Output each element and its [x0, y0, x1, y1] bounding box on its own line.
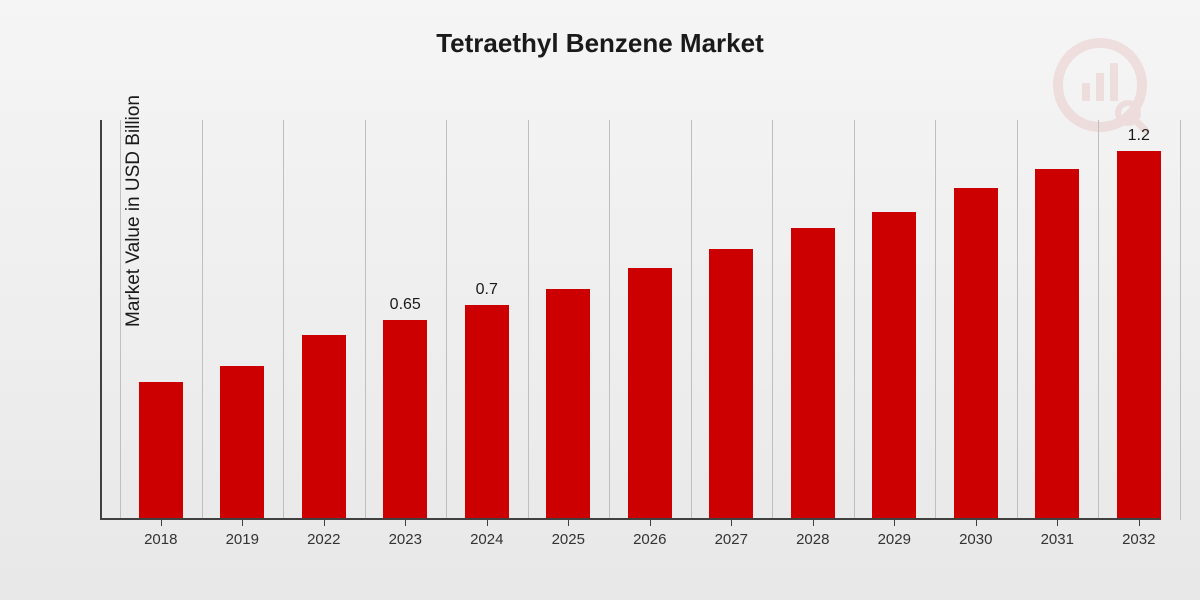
x-tick-label: 2030: [959, 531, 992, 548]
x-tick: [161, 520, 162, 526]
grid-line: [691, 120, 692, 520]
x-tick-label: 2018: [144, 531, 177, 548]
x-tick: [976, 520, 977, 526]
x-tick: [894, 520, 895, 526]
x-tick-label: 2023: [389, 531, 422, 548]
grid-line: [202, 120, 203, 520]
grid-line: [1017, 120, 1018, 520]
x-tick: [405, 520, 406, 526]
grid-line: [609, 120, 610, 520]
grid-line: [772, 120, 773, 520]
x-tick-label: 2026: [633, 531, 666, 548]
x-tick: [1139, 520, 1140, 526]
x-tick: [1057, 520, 1058, 526]
x-axis-line: [100, 518, 1160, 520]
bar: [709, 249, 753, 520]
bar: [302, 335, 346, 520]
bar: [465, 305, 509, 520]
grid-line: [120, 120, 121, 520]
grid-line: [446, 120, 447, 520]
bar: [628, 268, 672, 520]
x-tick: [813, 520, 814, 526]
grid-line: [283, 120, 284, 520]
bar: [383, 320, 427, 520]
bar: [1117, 151, 1161, 520]
bar-value-label: 0.65: [390, 296, 421, 314]
x-tick-label: 2029: [878, 531, 911, 548]
x-tick-label: 2025: [552, 531, 585, 548]
bar: [954, 188, 998, 520]
y-axis-line: [100, 120, 102, 520]
x-tick: [568, 520, 569, 526]
grid-line: [854, 120, 855, 520]
x-tick-label: 2028: [796, 531, 829, 548]
x-tick: [242, 520, 243, 526]
bar: [546, 289, 590, 520]
chart-title: Tetraethyl Benzene Market: [0, 0, 1200, 59]
x-tick-label: 2024: [470, 531, 503, 548]
grid-line: [1098, 120, 1099, 520]
grid-line: [1180, 120, 1181, 520]
chart-plot-area: 2018201920220.6520230.720242025202620272…: [100, 120, 1160, 520]
x-tick-label: 2031: [1041, 531, 1074, 548]
grid-line: [365, 120, 366, 520]
x-tick: [487, 520, 488, 526]
grid-line: [935, 120, 936, 520]
bar: [872, 212, 916, 520]
x-tick: [731, 520, 732, 526]
x-tick-label: 2032: [1122, 531, 1155, 548]
bar: [220, 366, 264, 520]
x-tick: [650, 520, 651, 526]
x-tick-label: 2027: [715, 531, 748, 548]
x-tick-label: 2019: [226, 531, 259, 548]
bar: [791, 228, 835, 520]
grid-line: [528, 120, 529, 520]
bar: [1035, 169, 1079, 520]
x-tick-label: 2022: [307, 531, 340, 548]
bar-value-label: 1.2: [1128, 127, 1150, 145]
bar: [139, 382, 183, 520]
bar-value-label: 0.7: [476, 281, 498, 299]
x-tick: [324, 520, 325, 526]
